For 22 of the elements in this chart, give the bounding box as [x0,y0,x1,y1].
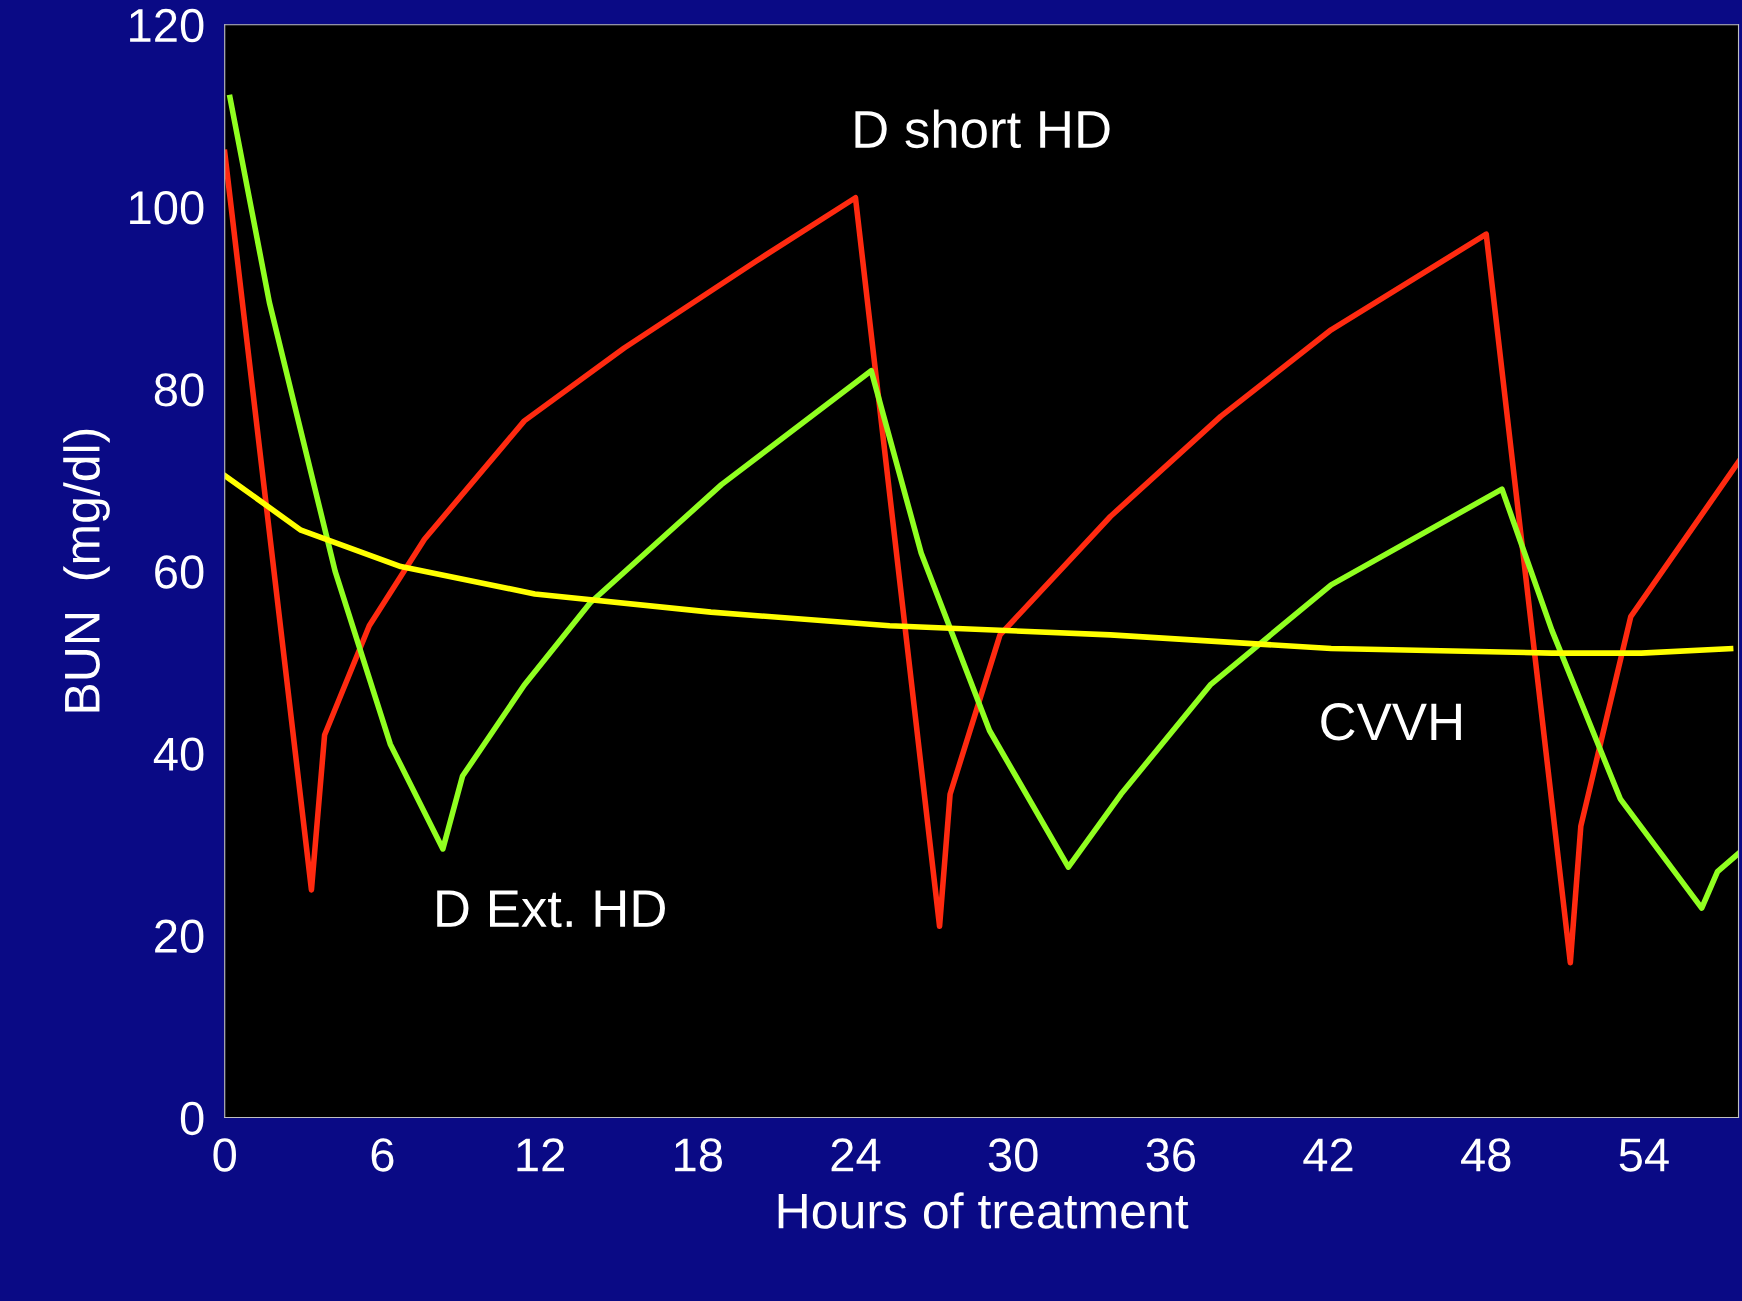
y-tick-label: 100 [130,191,204,225]
y-axis-title: BUN (mg/dl) [63,429,110,712]
annotation: D Ext. HD [437,890,665,928]
y-tick-label: 120 [130,8,204,43]
y-tick-label: 80 [154,373,204,407]
y-tick-label: 0 [180,1101,204,1136]
x-tick-label: 6 [371,1138,394,1172]
x-tick-label: 42 [1303,1138,1353,1172]
x-tick-label: 48 [1461,1138,1511,1172]
y-tick-label: 20 [155,919,204,953]
x-tick-label: 12 [517,1138,564,1172]
annotation: D short HD [855,109,1110,149]
x-axis-title: Hours of treatment [778,1192,1189,1229]
y-tick-label: 60 [155,555,204,589]
x-tick-label: 36 [1146,1138,1196,1172]
x-tick-label: 30 [988,1138,1038,1172]
annotation: CVVH [1321,703,1461,741]
x-tick-label: 0 [213,1138,236,1172]
x-tick-label: 24 [831,1138,881,1172]
x-tick-label: 18 [675,1138,722,1172]
x-tick-label: 54 [1619,1138,1669,1172]
y-tick-label: 40 [153,737,204,771]
